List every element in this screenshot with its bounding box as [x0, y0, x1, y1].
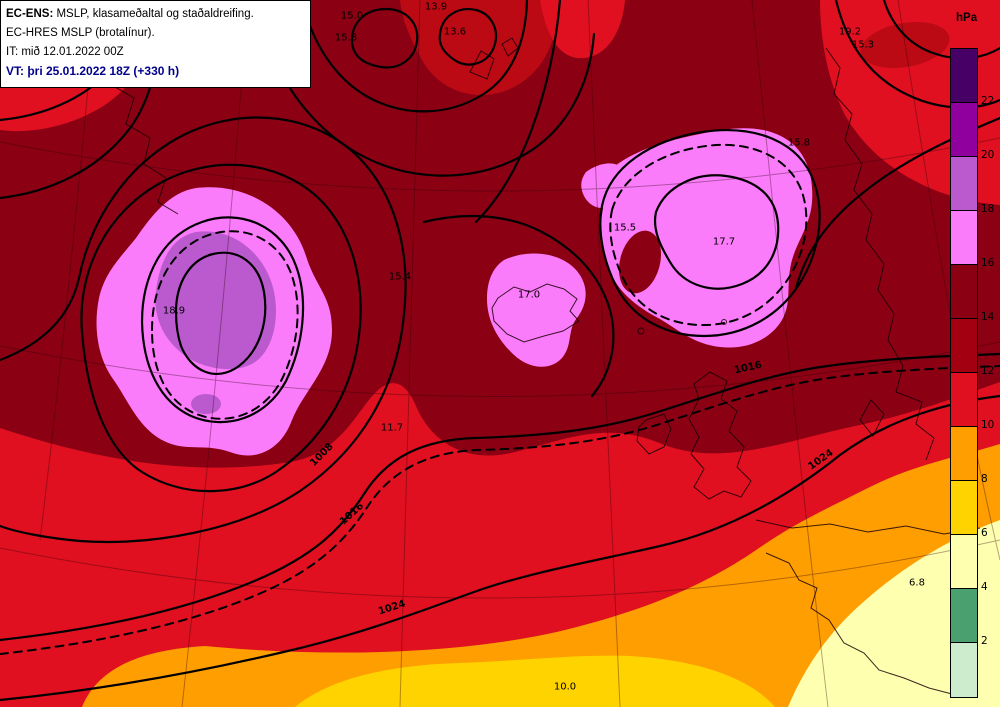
spread-value-label: 15.0: [340, 10, 364, 22]
info-line-valid-time: VT: þri 25.01.2022 18Z (+330 h): [6, 64, 180, 78]
colorbar-tick-label: 20: [981, 149, 995, 161]
colorbar-ticks: 22 20 18 16 14 12 10 8 6 4 2: [981, 48, 1000, 696]
colorbar-unit-label: hPa: [956, 12, 978, 24]
isobar-1008: [0, 116, 407, 544]
colorbar-swatch: [951, 535, 977, 589]
colorbar-tick-label: 14: [981, 311, 995, 323]
spread-value-label: 15.8: [787, 137, 811, 149]
spread-value-label: 18.9: [162, 305, 186, 317]
hres-contours: [0, 143, 1000, 655]
model-name: EC-ENS:: [6, 8, 54, 20]
spread-value-label: 13.9: [424, 1, 448, 13]
isobar-loop-outer: [80, 163, 362, 493]
spread-value-label: 17.0: [517, 289, 541, 301]
colorbar-tick-label: 4: [981, 581, 988, 593]
colorbar-swatch: [951, 211, 977, 265]
colorbar-swatch: [951, 103, 977, 157]
colorbar-tick-label: 6: [981, 527, 988, 539]
colorbar-tick-label: 22: [981, 95, 995, 107]
isobar-1024: [0, 394, 1000, 702]
forecast-info-box: EC-ENS: MSLP, klasameðaltal og staðaldre…: [0, 0, 311, 88]
colorbar-tick-label: 10: [981, 419, 995, 431]
spread-value-label: 6.8: [909, 577, 925, 589]
coastlines: [87, 0, 981, 695]
colorbar-swatch: [951, 589, 977, 643]
colorbar-swatches: [950, 48, 978, 698]
colorbar-swatch: [951, 265, 977, 319]
info-line-init-time: IT: mið 12.01.2022 00Z: [6, 46, 124, 58]
spread-value-label: 10.0: [553, 681, 577, 693]
isobar-loop-inner: [174, 251, 267, 376]
colorbar-swatch: [951, 643, 977, 697]
spread-value-label: 19.2: [838, 26, 862, 38]
spread-value-label: 17.7: [712, 236, 736, 248]
colorbar-tick-label: 8: [981, 473, 988, 485]
model-description: MSLP, klasameðaltal og staðaldreifing.: [53, 8, 254, 20]
colorbar-tick-label: 2: [981, 635, 988, 647]
colorbar-tick-label: 18: [981, 203, 995, 215]
colorbar-swatch: [951, 49, 977, 103]
isobar-loop-mid: [140, 216, 305, 424]
spread-value-label: 15.3: [851, 39, 875, 51]
info-line-model: EC-ENS: MSLP, klasameðaltal og staðaldre…: [6, 5, 301, 24]
colorbar-tick-label: 16: [981, 257, 995, 269]
colorbar-swatch: [951, 157, 977, 211]
info-line-hres: EC-HRES MSLP (brotalínur).: [6, 27, 155, 39]
spread-value-label: 15.4: [388, 271, 412, 283]
spread-value-label: 11.7: [380, 422, 404, 434]
colorbar-swatch: [951, 481, 977, 535]
colorbar-tick-label: 12: [981, 365, 995, 377]
spread-value-label: 15.8: [334, 32, 358, 44]
colorbar-swatch: [951, 427, 977, 481]
isobar-1016: [0, 352, 1000, 642]
colorbar-swatch: [951, 319, 977, 373]
spread-value-label: 13.6: [443, 26, 467, 38]
spread-value-label: 15.5: [613, 222, 637, 234]
colorbar-swatch: [951, 373, 977, 427]
